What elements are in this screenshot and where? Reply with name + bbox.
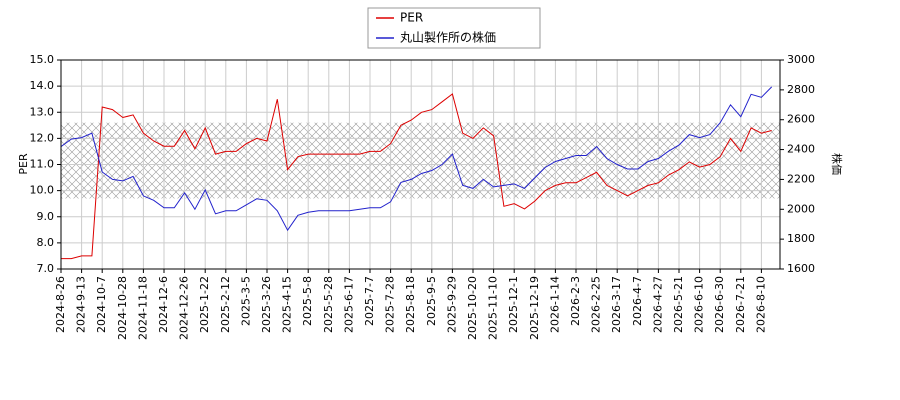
x-tick-label: 2026-4-7 — [631, 276, 644, 326]
x-tick-label: 2024-10-28 — [116, 276, 129, 340]
y2-tick-label: 2400 — [787, 143, 815, 156]
x-tick-label: 2025-4-15 — [281, 276, 294, 333]
x-tick-label: 2026-5-21 — [672, 276, 685, 333]
x-tick-label: 2024-12-6 — [157, 276, 170, 333]
y2-tick-label: 2000 — [787, 202, 815, 215]
legend-label: 丸山製作所の株価 — [400, 30, 496, 45]
y-tick-label: 15.0 — [30, 53, 55, 66]
x-tick-label: 2026-6-30 — [713, 276, 726, 333]
x-tick-label: 2026-6-10 — [693, 276, 706, 333]
y2-tick-label: 2800 — [787, 83, 815, 96]
y2-tick-label: 1600 — [787, 262, 815, 275]
x-tick-label: 2024-10-7 — [95, 276, 108, 333]
x-tick-label: 2026-2-3 — [569, 276, 582, 326]
x-tick-label: 2025-6-17 — [342, 276, 355, 333]
x-tick-label: 2025-3-5 — [239, 276, 252, 326]
y2-axis-label: 株価 — [830, 153, 844, 175]
x-tick-label: 2025-7-7 — [363, 276, 376, 326]
x-tick-label: 2024-9-13 — [75, 276, 88, 333]
x-tick-label: 2026-2-25 — [590, 276, 603, 333]
y-tick-label: 14.0 — [30, 79, 55, 92]
x-tick-label: 2026-8-10 — [754, 276, 767, 333]
legend-label: PER — [400, 11, 423, 25]
legend — [367, 7, 541, 49]
x-tick-label: 2026-4-27 — [651, 276, 664, 333]
band — [61, 122, 780, 199]
y-tick-label: 11.0 — [30, 158, 55, 171]
x-tick-label: 2026-1-14 — [548, 276, 561, 333]
y-tick-label: 12.0 — [30, 131, 55, 144]
x-tick-label: 2026-3-17 — [610, 276, 623, 333]
x-tick-label: 2025-5-8 — [301, 276, 314, 326]
y-tick-label: 10.0 — [30, 184, 55, 197]
x-tick-label: 2024-12-26 — [178, 276, 191, 340]
x-tick-label: 2025-5-28 — [322, 276, 335, 333]
y2-tick-label: 2200 — [787, 172, 815, 185]
x-tick-label: 2025-7-28 — [384, 276, 397, 333]
series-line — [61, 93, 772, 260]
y-tick-label: 9.0 — [37, 210, 55, 223]
x-tick-label: 2025-8-18 — [404, 276, 417, 333]
y-tick-label: 7.0 — [37, 262, 55, 275]
x-tick-label: 2025-1-22 — [198, 276, 211, 333]
x-tick-label: 2025-2-12 — [219, 276, 232, 333]
plot-area — [60, 59, 780, 270]
x-tick-label: 2025-3-26 — [260, 276, 273, 333]
x-tick-label: 2025-12-19 — [528, 276, 541, 340]
y-tick-label: 13.0 — [30, 105, 55, 118]
plot-frame — [60, 59, 781, 270]
x-tick-label: 2025-11-10 — [487, 276, 500, 340]
y-tick-label: 8.0 — [37, 236, 55, 249]
series-line — [60, 86, 773, 232]
x-tick-label: 2026-7-21 — [734, 276, 747, 333]
x-tick-label: 2025-9-29 — [445, 276, 458, 333]
y2-tick-label: 1800 — [787, 232, 815, 245]
y-axis-label: PER — [17, 153, 30, 175]
x-tick-label: 2025-10-20 — [466, 276, 479, 340]
x-tick-label: 2025-12-1 — [507, 276, 520, 333]
x-tick-label: 2024-11-18 — [136, 276, 149, 340]
y2-tick-label: 2600 — [787, 113, 815, 126]
y2-tick-label: 3000 — [787, 53, 815, 66]
x-tick-label: 2024-8-26 — [54, 276, 67, 333]
x-tick-label: 2025-9-5 — [425, 276, 438, 326]
